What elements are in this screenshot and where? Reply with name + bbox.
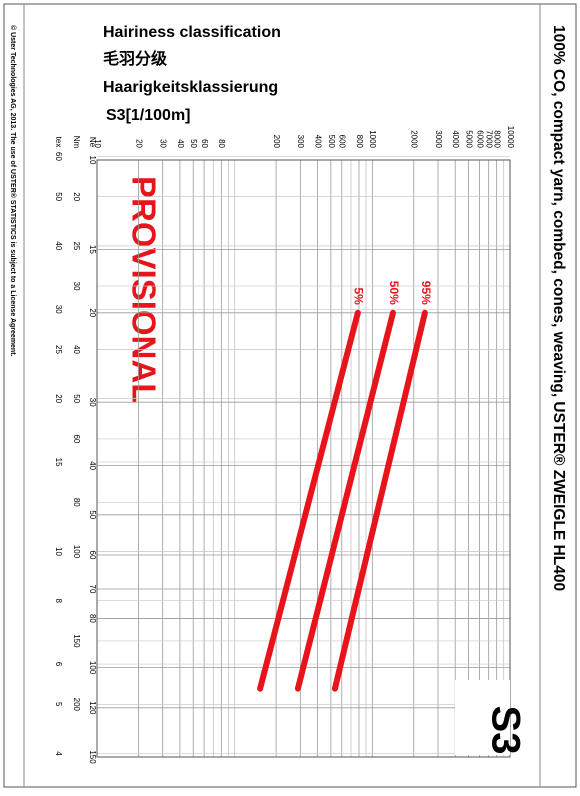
y-tick-label: 8: [54, 598, 63, 603]
title: 毛羽分级: [103, 49, 168, 68]
series-label: 5%: [352, 287, 366, 305]
title: Hairiness classification: [103, 24, 281, 41]
x-tick-label: 3000: [434, 130, 443, 148]
y-tick-label: 6: [54, 662, 63, 667]
axis-label: Ne: [88, 137, 97, 148]
y-tick-label: 40: [54, 241, 63, 250]
title: Haarigkeitsklassierung: [103, 79, 278, 96]
y-tick-label: 150: [72, 634, 81, 648]
series-line: [294, 309, 397, 692]
y-tick-label: 60: [88, 551, 97, 560]
annotation: PROVISIONAL: [125, 176, 162, 403]
badge: S3: [483, 706, 527, 755]
series-label: 95%: [419, 281, 433, 305]
x-tick-label: 800: [355, 135, 364, 149]
x-tick-label: 2000: [410, 130, 419, 148]
y-tick-label: 30: [88, 398, 97, 407]
y-tick-label: 100: [88, 661, 97, 675]
page-frame: [3, 3, 577, 788]
x-tick-label: 20: [134, 139, 143, 148]
x-tick-label: 30: [159, 139, 168, 148]
title: S3[1/100m]: [106, 107, 191, 124]
y-tick-label: 50: [54, 192, 63, 201]
y-tick-label: 150: [88, 750, 97, 764]
y-tick-label: 100: [72, 545, 81, 559]
copyright: © Uster Technologies AG, 2013. The use o…: [9, 25, 17, 357]
x-tick-label: 10: [93, 139, 102, 148]
y-tick-label: 60: [54, 152, 63, 161]
y-tick-label: 20: [72, 192, 81, 201]
y-tick-label: 200: [72, 698, 81, 712]
y-tick-label: 25: [54, 345, 63, 354]
y-tick-label: 10: [54, 547, 63, 556]
x-tick-label: 4000: [451, 130, 460, 148]
y-tick-label: 5: [54, 702, 63, 707]
y-tick-label: 20: [54, 394, 63, 403]
badge-box: [455, 680, 510, 755]
x-tick-label: 10000: [506, 126, 515, 149]
y-tick-label: 25: [72, 241, 81, 250]
x-tick-label: 400: [313, 135, 322, 149]
x-tick-label: 5000: [464, 130, 473, 148]
y-tick-label: 70: [88, 585, 97, 594]
x-tick-label: 7000: [485, 130, 494, 148]
series-line: [257, 309, 361, 692]
y-tick-label: 40: [88, 461, 97, 470]
axis-label: Nm: [72, 136, 81, 149]
y-tick-label: 30: [54, 305, 63, 314]
y-tick-label: 40: [72, 345, 81, 354]
x-tick-label: 1000: [368, 130, 377, 148]
x-tick-label: 6000: [475, 130, 484, 148]
y-tick-label: 30: [72, 282, 81, 291]
y-tick-label: 15: [54, 458, 63, 467]
x-tick-label: 50: [189, 139, 198, 148]
x-tick-label: 600: [338, 135, 347, 149]
x-tick-label: 8000: [493, 130, 502, 148]
series-line: [331, 309, 428, 692]
header: 100% CO, compact yarn, combed, cones, we…: [550, 25, 567, 591]
x-tick-label: 40: [176, 139, 185, 148]
x-tick-label: 500: [327, 135, 336, 149]
y-tick-label: 10: [88, 156, 97, 165]
y-tick-label: 50: [72, 394, 81, 403]
plot-frame: [96, 159, 511, 758]
y-tick-label: 120: [88, 701, 97, 715]
x-tick-label: 80: [217, 139, 226, 148]
x-tick-label: 300: [296, 135, 305, 149]
y-tick-label: 80: [72, 498, 81, 507]
axis-label: tex: [54, 137, 63, 148]
y-tick-label: 4: [54, 751, 63, 756]
y-tick-label: 60: [72, 434, 81, 443]
y-tick-label: 15: [88, 245, 97, 254]
y-tick-label: 20: [88, 308, 97, 317]
x-tick-label: 60: [200, 139, 209, 148]
x-tick-label: 200: [272, 135, 281, 149]
y-tick-label: 50: [88, 510, 97, 519]
series-label: 50%: [387, 281, 401, 305]
y-tick-label: 80: [88, 614, 97, 623]
